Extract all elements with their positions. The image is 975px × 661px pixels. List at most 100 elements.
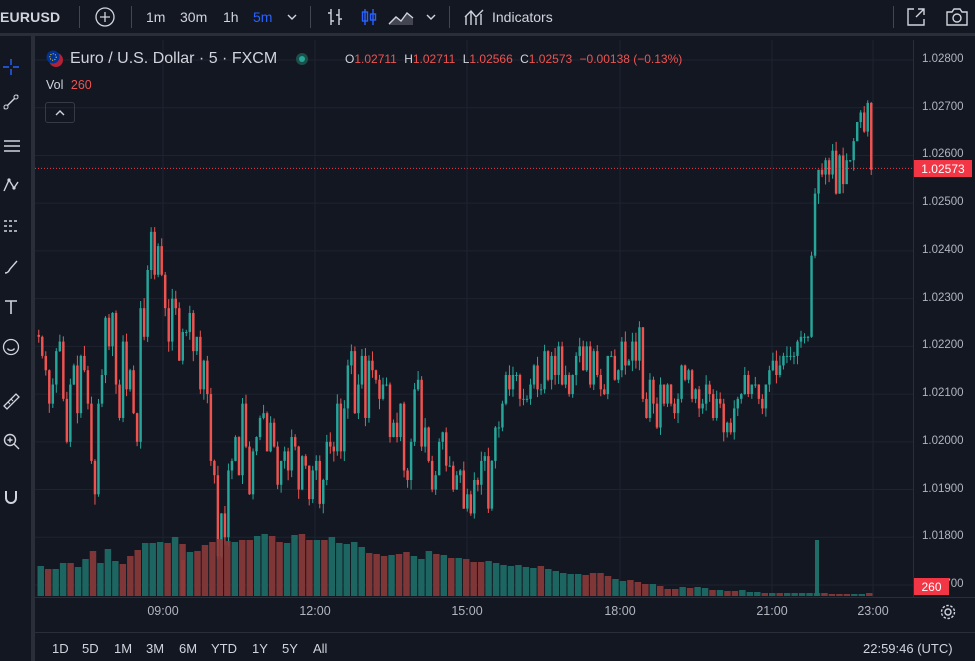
candle-body	[93, 460, 97, 495]
range-1d[interactable]: 1D	[52, 641, 69, 656]
price-scale[interactable]: 1.02800 1.02700 1.02600 1.02500 1.02400 1.023…	[913, 40, 975, 597]
volume-bar	[836, 594, 843, 596]
candle-body	[427, 427, 430, 461]
zoom-tool[interactable]	[0, 428, 22, 454]
measure-tool[interactable]	[0, 388, 22, 414]
open-value: 1.02711	[354, 52, 397, 66]
range-1m[interactable]: 1M	[114, 641, 133, 656]
candle-body	[729, 422, 732, 433]
volume-bar	[477, 562, 485, 596]
volume-bar	[343, 544, 350, 596]
bars-style-button[interactable]	[326, 0, 344, 33]
candle-body	[694, 389, 697, 399]
volume-bar	[425, 551, 433, 596]
candle-body	[360, 355, 364, 385]
candle-body	[346, 365, 350, 409]
volume-bar	[67, 563, 74, 596]
candle-body	[862, 112, 866, 132]
volume-bar	[545, 569, 552, 596]
interval-1h[interactable]: 1h	[223, 0, 239, 33]
collapse-legend-button[interactable]	[45, 102, 75, 123]
range-5d[interactable]: 5D	[82, 641, 99, 656]
brush-icon	[4, 260, 18, 274]
candle-body	[149, 231, 153, 270]
high-value: 1.02711	[412, 52, 456, 66]
volume-bar	[731, 591, 739, 596]
toolbar-divider	[449, 6, 450, 28]
interval-dropdown[interactable]	[286, 0, 298, 33]
range-all[interactable]: All	[313, 641, 328, 656]
interval-1m[interactable]: 1m	[146, 0, 165, 33]
magnet-tool[interactable]	[0, 484, 22, 510]
candle-body	[171, 298, 174, 342]
crosshair-icon	[3, 59, 19, 75]
volume-bar	[686, 588, 694, 596]
volume-bar	[112, 561, 119, 596]
candle-body	[659, 384, 662, 428]
prediction-tool[interactable]	[0, 213, 22, 239]
pattern-tool[interactable]	[0, 172, 22, 198]
range-1y[interactable]: 1Y	[252, 641, 268, 656]
chevron-up-icon	[55, 109, 65, 115]
candle-body	[743, 375, 747, 395]
range-ytd[interactable]: YTD	[211, 641, 237, 656]
indicators-button[interactable]: Indicators	[464, 0, 553, 33]
interval-30m[interactable]: 30m	[180, 0, 207, 33]
snapshot-button[interactable]	[945, 0, 969, 33]
candle-body	[508, 375, 511, 390]
volume-bar	[589, 573, 597, 596]
ohlc-values: O1.02711 H1.02711 L1.02566 C1.02573 −0.0…	[345, 52, 682, 66]
candle-body	[142, 308, 146, 337]
range-3m[interactable]: 3M	[146, 641, 165, 656]
chart-type-dropdown[interactable]	[425, 0, 437, 33]
price-chart[interactable]	[35, 40, 913, 597]
candle-body	[392, 422, 395, 438]
time-axis[interactable]: 09:00 12:00 15:00 18:00 21:00 23:00	[35, 597, 975, 627]
candle-body	[501, 403, 504, 428]
volume-bar	[627, 580, 634, 596]
candle-body	[121, 341, 125, 418]
symbol-search[interactable]: EURUSD	[0, 0, 60, 33]
candle-body	[806, 336, 810, 338]
trendline-icon	[3, 94, 19, 110]
candles-style-button[interactable]	[359, 0, 379, 33]
brush-tool[interactable]	[0, 254, 22, 280]
candle-body	[596, 351, 599, 375]
candle-body	[571, 375, 574, 395]
candle-body	[480, 460, 483, 485]
camera-icon	[946, 7, 968, 26]
text-icon	[5, 300, 17, 314]
candle-body	[444, 432, 448, 466]
fib-tool[interactable]	[0, 133, 22, 159]
candle-body	[388, 384, 392, 438]
candle-body	[220, 513, 223, 557]
fullscreen-button[interactable]	[905, 0, 927, 33]
chevron-down-icon	[287, 14, 297, 20]
candle-body	[244, 403, 248, 447]
candle-body	[286, 451, 290, 471]
volume-bar	[530, 568, 537, 596]
candle-body	[181, 332, 185, 361]
candle-body	[666, 384, 669, 404]
candle-body	[704, 384, 708, 404]
time-label: 21:00	[756, 604, 788, 618]
utc-clock[interactable]: 22:59:46 (UTC)	[863, 641, 953, 656]
text-tool[interactable]	[0, 294, 22, 320]
candle-body	[574, 355, 578, 375]
compare-symbol-button[interactable]	[94, 0, 116, 33]
icon-tool[interactable]	[0, 334, 22, 360]
candle-body	[230, 460, 234, 471]
candle-body	[754, 384, 757, 386]
crosshair-tool[interactable]	[0, 54, 22, 80]
volume-bar	[418, 559, 425, 596]
range-5y[interactable]: 5Y	[282, 641, 298, 656]
interval-5m[interactable]: 5m	[253, 0, 272, 33]
volume-bar	[209, 542, 216, 596]
volume-bar	[97, 563, 104, 596]
trendline-tool[interactable]	[0, 89, 22, 115]
candle-body	[834, 150, 838, 194]
candle-body	[747, 375, 750, 395]
chart-settings-button[interactable]	[939, 603, 957, 626]
range-6m[interactable]: 6M	[179, 641, 198, 656]
area-style-button[interactable]	[388, 0, 414, 33]
